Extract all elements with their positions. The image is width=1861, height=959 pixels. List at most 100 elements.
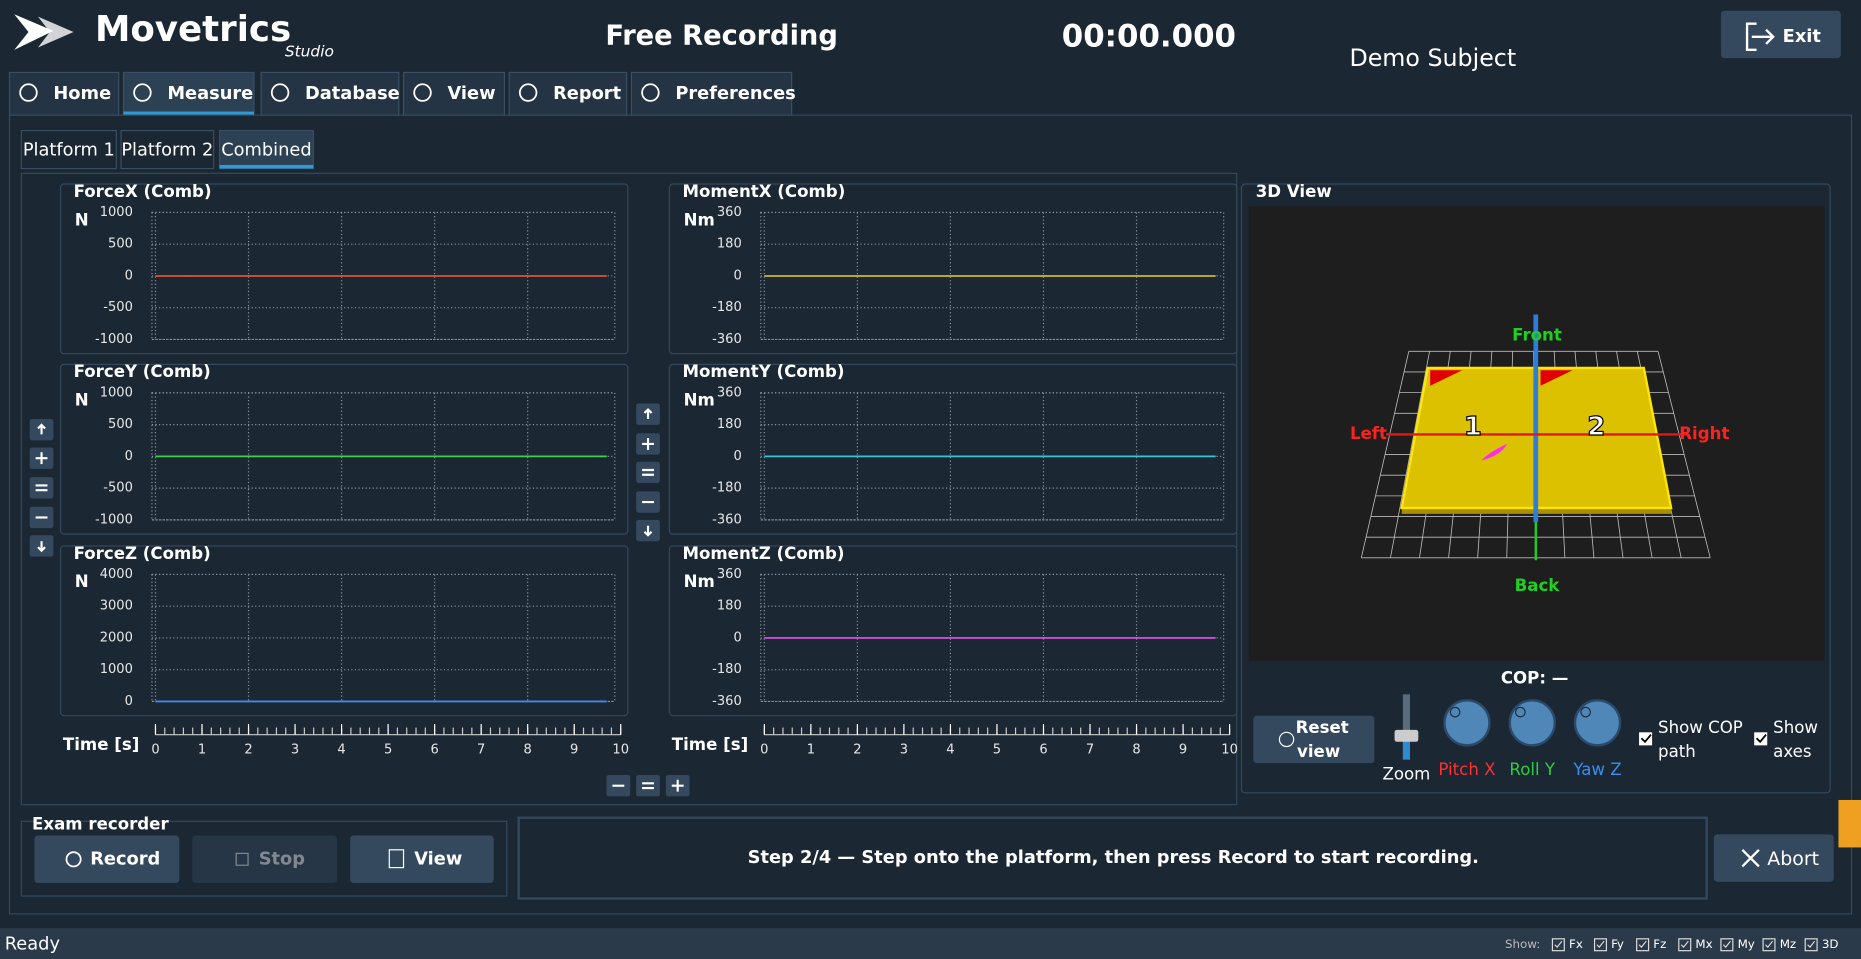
reset-view-button[interactable]: Reset view: [1253, 715, 1375, 764]
toggle-box: [1804, 938, 1818, 952]
y-tick-label: 180: [717, 417, 742, 432]
y-tick-label: 3000: [100, 599, 133, 614]
y-tick-label: -500: [103, 300, 133, 315]
exit-button-bg: [1720, 10, 1841, 59]
tab-icon: [518, 83, 538, 102]
tab[interactable]: Preferences: [630, 71, 796, 116]
chart-title: MomentY (Comb): [682, 362, 844, 381]
x-tick-label: 2: [244, 743, 252, 758]
subtab[interactable]: Platform 2: [120, 129, 215, 170]
zoom-button-icon: [37, 541, 46, 553]
show-label: Show:: [1505, 937, 1540, 951]
toggle-box: [1720, 938, 1734, 952]
y-tick-label: 1000: [100, 385, 133, 400]
chart-title: ForceZ (Comb): [74, 544, 211, 563]
x-tick-label: 10: [612, 743, 629, 758]
tab[interactable]: View: [402, 71, 506, 116]
y-tick-label: -1000: [95, 512, 133, 527]
toggle-check: [1807, 940, 1816, 949]
zoom-button-icon: [671, 779, 684, 792]
chart-title: ForceX (Comb): [74, 182, 212, 201]
view-icon: [388, 849, 405, 869]
tab-bg: [402, 71, 506, 116]
toggle-check: [1722, 940, 1731, 949]
toggle[interactable]: Mx: [1678, 937, 1713, 952]
record-button[interactable]: Record: [34, 835, 180, 884]
toggle[interactable]: Fy: [1593, 937, 1624, 952]
toggle[interactable]: Fz: [1636, 937, 1667, 952]
toggle[interactable]: Mz: [1762, 937, 1796, 952]
abort-icon: [1741, 848, 1760, 868]
zoom-button-icon: [643, 525, 653, 537]
abort-button[interactable]: Abort: [1713, 834, 1834, 882]
toggle[interactable]: Fx: [1551, 937, 1583, 952]
view-button[interactable]: View: [350, 835, 494, 884]
tab[interactable]: Report: [508, 71, 628, 116]
zoom-button[interactable]: [29, 506, 54, 529]
knob[interactable]: Yaw Z: [1572, 699, 1622, 779]
x-tick-label: 0: [760, 743, 768, 758]
subtab[interactable]: Platform 1: [20, 129, 117, 170]
y-tick-label: -360: [712, 512, 742, 527]
zoom-button-icon: [35, 452, 48, 465]
toggle[interactable]: My: [1720, 937, 1755, 952]
zoom-button[interactable]: [29, 418, 54, 441]
chart-frame: [59, 183, 629, 355]
zoom-button[interactable]: [636, 775, 660, 797]
reset-view-label: view: [1297, 742, 1340, 761]
knob-dot: [1580, 706, 1591, 718]
exit-button[interactable]: Exit: [1720, 10, 1841, 59]
check: [1640, 734, 1652, 744]
chart-title: MomentZ (Comb): [682, 544, 844, 563]
tab-label: Preferences: [675, 83, 795, 104]
toggle[interactable]: 3D: [1804, 937, 1839, 952]
zoom-button-bg: [636, 461, 660, 484]
abort-bg: [1713, 834, 1834, 882]
stop-button[interactable]: Stop: [192, 835, 338, 884]
toggle-check: [1554, 940, 1563, 949]
subtab[interactable]: Combined: [218, 129, 314, 170]
zoom-button-icon: [35, 484, 48, 492]
zoom-button[interactable]: [636, 491, 660, 513]
zoom-button[interactable]: [636, 519, 660, 542]
x-tick-label: 5: [384, 743, 392, 758]
zoom-button[interactable]: [636, 403, 660, 425]
tab[interactable]: Measure: [122, 71, 255, 116]
knob[interactable]: Roll Y: [1508, 699, 1556, 779]
tab[interactable]: Database: [260, 71, 400, 116]
subtab-bg: [120, 129, 215, 170]
toggle-label: 3D: [1822, 937, 1839, 951]
status-bar: [0, 928, 1861, 959]
timer: 00:00.000: [1062, 18, 1236, 54]
zoom-button[interactable]: [665, 775, 690, 797]
show-cop-checkbox[interactable]: [1639, 732, 1653, 746]
toggle-label: Fz: [1653, 937, 1666, 951]
zoom-button[interactable]: [636, 433, 660, 455]
view3d-title: 3D View: [1256, 182, 1332, 201]
y-tick-label: 4000: [100, 567, 133, 582]
recorder-frame: [20, 820, 508, 897]
zoom-button[interactable]: [606, 775, 631, 797]
zoom-button[interactable]: [29, 477, 54, 499]
side-widget[interactable]: [1838, 799, 1861, 848]
show-axes-checkbox[interactable]: [1754, 732, 1768, 746]
zoom-thumb[interactable]: [1394, 729, 1419, 742]
zoom-button[interactable]: [29, 447, 54, 469]
knob-dot: [1449, 706, 1461, 718]
y-tick-label: 360: [717, 205, 742, 220]
tab-icon: [413, 83, 432, 102]
chart-frame: [668, 545, 1238, 717]
zoom-button[interactable]: [636, 461, 660, 484]
header: Movetrics Studio Free Recording 00:00.00…: [14, 9, 1841, 72]
y-tick-label: 1000: [100, 662, 133, 677]
x-tick-label: 3: [900, 743, 908, 758]
knob[interactable]: Pitch X: [1438, 699, 1496, 779]
tab[interactable]: Home: [8, 71, 120, 116]
tab-icon: [641, 83, 660, 102]
x-tick-label: 7: [477, 743, 485, 758]
zoom-button-icon: [642, 468, 654, 476]
y-tick-label: 180: [717, 237, 742, 252]
zoom-button[interactable]: [29, 535, 54, 557]
tab-label: Report: [553, 83, 622, 104]
cop-path: [1481, 443, 1508, 461]
